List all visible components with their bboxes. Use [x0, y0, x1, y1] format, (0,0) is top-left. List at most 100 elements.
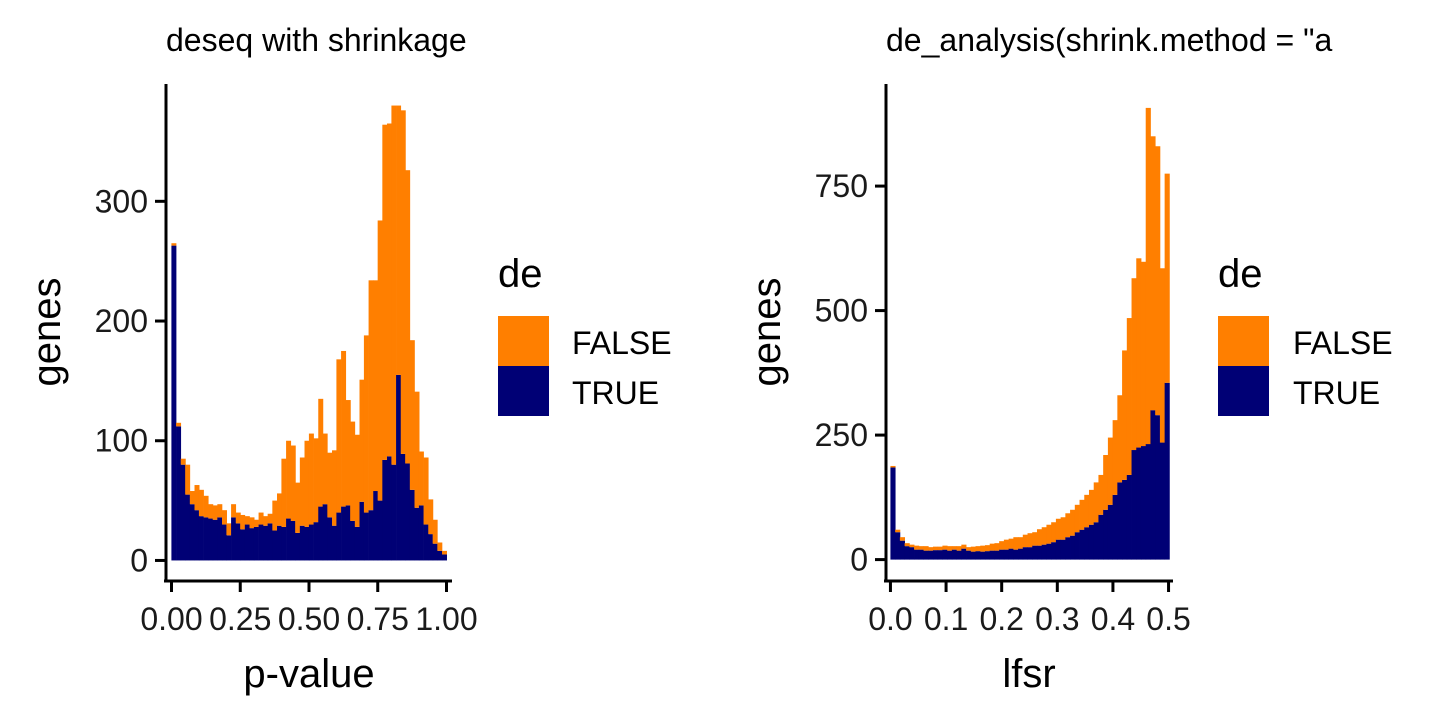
legend-key-false	[1218, 316, 1269, 366]
legend: de FALSE TRUE	[1218, 252, 1393, 416]
plot-title: deseq with shrinkage	[166, 22, 467, 58]
plot-title: de_analysis(shrink.method = "a	[886, 22, 1332, 58]
bar-false	[1164, 173, 1170, 383]
bar-true	[951, 549, 958, 560]
bar-false	[980, 545, 986, 552]
bar-false	[391, 105, 397, 465]
bar-false	[923, 546, 929, 551]
bar-false	[1159, 268, 1166, 443]
bar-false	[423, 457, 429, 525]
y-tick-label: 0	[130, 542, 148, 578]
bar-true	[442, 554, 447, 561]
bar-false	[1041, 527, 1047, 545]
bar-false	[240, 514, 246, 530]
bar-true	[418, 505, 424, 561]
bar-true	[947, 550, 953, 560]
bar-false	[428, 499, 434, 535]
bar-false	[994, 543, 1000, 551]
bar-true	[373, 491, 379, 561]
y-tick-label: 100	[95, 423, 148, 459]
legend-key-false	[498, 316, 549, 366]
bar-true	[354, 526, 360, 561]
x-tick-label: 0.50	[278, 601, 340, 637]
y-tick-label: 500	[815, 293, 868, 329]
bar-true	[286, 518, 292, 561]
bar-true	[918, 549, 924, 560]
bar-false	[970, 546, 976, 552]
bar-true	[909, 547, 915, 560]
bar-true	[368, 510, 374, 561]
bar-true	[890, 467, 896, 560]
bar-false	[212, 505, 218, 520]
bar-false	[336, 359, 342, 513]
bar-true	[263, 525, 269, 561]
bar-true	[304, 526, 310, 561]
legend-title: de	[498, 252, 543, 296]
bar-true	[1136, 447, 1142, 560]
bar-true	[171, 245, 177, 561]
bar-false	[377, 220, 383, 501]
bar-false	[437, 542, 443, 551]
bar-false	[1074, 504, 1080, 533]
bar-false	[914, 545, 920, 550]
bar-true	[409, 489, 415, 561]
bar-false	[345, 400, 351, 506]
bar-false	[354, 434, 360, 527]
bar-true	[185, 494, 191, 561]
bar-false	[956, 546, 962, 551]
bar-true	[904, 546, 910, 560]
bar-true	[400, 453, 406, 561]
bar-true	[1065, 537, 1071, 560]
bar-true	[332, 525, 337, 561]
bar-true	[1103, 509, 1109, 560]
bar-false	[267, 513, 273, 524]
bar-false	[1136, 258, 1142, 448]
bar-true	[994, 550, 1000, 560]
bar-false	[198, 489, 204, 517]
bar-false	[318, 398, 324, 507]
bar-false	[258, 512, 264, 525]
bar-true	[937, 550, 943, 560]
bar-true	[423, 524, 429, 561]
bar-true	[382, 459, 388, 561]
histogram-bars	[890, 107, 1170, 560]
bar-false	[1018, 537, 1024, 549]
bar-true	[1112, 494, 1118, 560]
bar-false	[1008, 538, 1014, 549]
bar-false	[937, 546, 943, 551]
bar-true	[176, 426, 182, 561]
bar-true	[970, 551, 976, 560]
bar-true	[1041, 544, 1047, 560]
bar-false	[1079, 499, 1085, 530]
bar-true	[277, 525, 282, 561]
bar-true	[308, 524, 314, 561]
bar-false	[322, 433, 328, 505]
bar-false	[263, 516, 269, 526]
bar-false	[1117, 395, 1123, 483]
bar-true	[258, 524, 264, 561]
bar-false	[932, 546, 939, 551]
bar-true	[928, 550, 934, 560]
panel-deseq: deseq with shrinkage 0 100 200 300 0.00 0.25…	[25, 22, 672, 696]
bar-false	[203, 495, 209, 518]
bar-false	[189, 491, 195, 505]
x-tick-label: 0.5	[1146, 601, 1190, 637]
bar-false	[1150, 136, 1156, 411]
bar-false	[1060, 517, 1066, 540]
bar-true	[217, 517, 223, 561]
bar-true	[231, 517, 237, 561]
bar-false	[1093, 482, 1099, 523]
bar-true	[989, 550, 995, 560]
bar-false	[327, 452, 333, 518]
bar-true	[189, 504, 195, 561]
bar-true	[1018, 548, 1024, 560]
y-tick-label: 250	[815, 417, 868, 453]
bar-true	[313, 522, 319, 561]
legend-key-true	[1218, 366, 1269, 416]
bar-false	[942, 545, 948, 550]
bar-false	[895, 529, 901, 533]
bar-false	[951, 546, 958, 550]
x-axis-ticks: 0.00 0.25 0.50 0.75 1.00	[140, 581, 478, 637]
bar-false	[313, 438, 319, 523]
bar-true	[1140, 446, 1147, 560]
